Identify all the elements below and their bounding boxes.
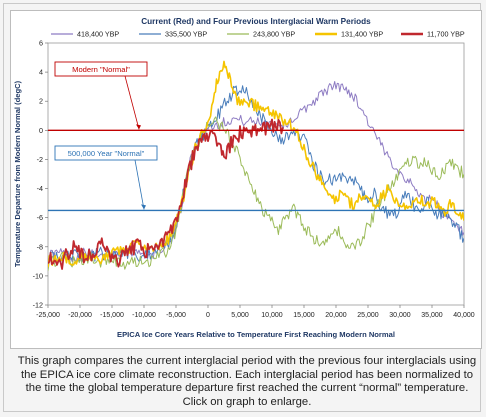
x-tick-label: 20,000: [325, 312, 347, 319]
y-tick-label: 0: [39, 126, 43, 135]
y-tick-label: -6: [37, 213, 43, 222]
reference-callout-label: 500,000 Year "Normal": [68, 149, 145, 158]
y-tick-label: -2: [37, 155, 43, 164]
x-tick-label: -10,000: [132, 312, 156, 319]
x-tick-label: 10,000: [261, 312, 283, 319]
legend-label: 335,500 YBP: [165, 30, 207, 39]
chart-legend: 418,400 YBP 335,500 YBP 243,800 YBP 131,400…: [51, 30, 465, 39]
y-tick-label: -10: [33, 271, 43, 280]
figure-caption: This graph compares the current intergla…: [17, 355, 477, 408]
series-line-2: [48, 116, 464, 271]
reference-callout-box: [54, 61, 148, 77]
y-tick-label: -4: [37, 184, 43, 193]
x-tick-label: 25,000: [357, 312, 379, 319]
x-tick-label: 30,000: [389, 312, 411, 319]
legend-label: 11,700 YBP: [427, 30, 465, 39]
x-tick-label: 40,000: [453, 312, 475, 319]
legend-label: 131,400 YBP: [341, 30, 383, 39]
y-axis-label: Temperature Departure from Modern Normal…: [13, 80, 22, 267]
x-tick-label: 35,000: [421, 312, 443, 319]
figure-frame: Current (Red) and Four Previous Intergla…: [3, 3, 482, 412]
x-tick-label: -15,000: [100, 312, 124, 319]
series-lines: [48, 60, 464, 271]
series-line-4: [48, 118, 284, 270]
y-tick-label: 6: [39, 39, 43, 48]
arrowhead-icon: [136, 124, 141, 130]
y-tick-label: 2: [39, 97, 43, 106]
y-tick-label: -12: [33, 301, 43, 310]
chart-title: Current (Red) and Four Previous Intergla…: [141, 17, 371, 26]
y-tick-label: 4: [39, 68, 43, 77]
x-tick-label: -25,000: [36, 312, 60, 319]
x-tick-label: -5,000: [166, 312, 186, 319]
legend-label: 418,400 YBP: [77, 30, 119, 39]
x-tick-label: 15,000: [293, 312, 315, 319]
series-line-3: [48, 60, 464, 268]
x-tick-label: -20,000: [68, 312, 92, 319]
chart-container[interactable]: Current (Red) and Four Previous Intergla…: [10, 10, 482, 349]
legend-label: 243,800 YBP: [253, 30, 295, 39]
reference-callout-label: Modern "Normal": [72, 65, 130, 74]
interglacial-chart[interactable]: Current (Red) and Four Previous Intergla…: [11, 11, 481, 348]
arrowhead-icon: [141, 204, 146, 210]
reference-callout-arrow: [124, 75, 140, 130]
y-axis: -12 -10 -8 -6 -4 -2 0 2 4 6: [33, 39, 48, 310]
x-tick-label: 0: [206, 312, 210, 319]
reference-lines: Modern "Normal" 500,000 Year "Normal": [48, 61, 464, 212]
reference-callout-arrow: [134, 159, 145, 210]
x-axis-label: EPICA Ice Core Years Relative to Tempera…: [117, 330, 395, 339]
reference-callout-box: [54, 145, 158, 161]
x-tick-label: 5,000: [231, 312, 249, 319]
x-axis: -25,000 -20,000 -15,000 -10,000 -5,000 0 5,000…: [36, 305, 475, 319]
y-tick-label: -8: [37, 242, 43, 251]
